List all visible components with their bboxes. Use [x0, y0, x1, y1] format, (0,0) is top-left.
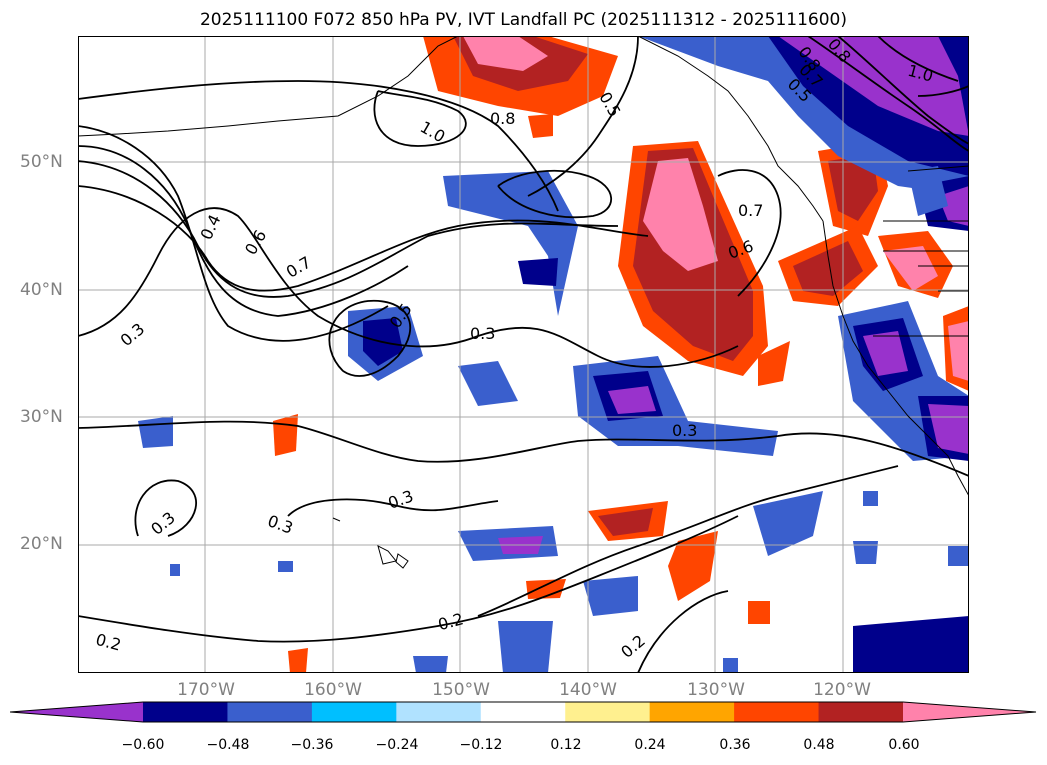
anomaly-fill: [463, 36, 548, 71]
anomaly-fill: [863, 331, 908, 376]
colorbar-tick-label: −0.36: [290, 737, 334, 753]
lon-label-140w: 140°W: [559, 680, 617, 700]
colorbar-segment: [903, 702, 1036, 722]
anomaly-fill: [443, 171, 578, 316]
contour-label: 0.3: [672, 421, 697, 440]
colorbar-segment: [565, 702, 651, 722]
anomaly-fill: [498, 621, 553, 673]
contour-label: 0.8: [490, 109, 515, 128]
lat-label-20: 20°N: [20, 534, 63, 554]
anomaly-fill: [608, 386, 656, 414]
pv-contours: [78, 36, 969, 673]
map-title: 2025111100 F072 850 hPa PV, IVT Landfall…: [199, 10, 847, 30]
colorbar-segment: [311, 702, 397, 722]
colorbar-segment: [649, 702, 735, 722]
lon-label-150w: 150°W: [432, 680, 490, 700]
colorbar-segment: [227, 702, 313, 722]
lon-label-130w: 130°W: [687, 680, 745, 700]
anomaly-fill: [758, 341, 790, 386]
anomaly-fill: [288, 648, 308, 673]
map-panel: 1.0 0.8 0.5 0.4 0.6 0.7 0.3 0.5 0.3 0.3 …: [78, 36, 969, 673]
anomaly-fill: [938, 186, 969, 226]
negative-anomaly-fills: [138, 36, 969, 673]
anomaly-fill: [753, 491, 823, 556]
colorbar-tick-label: 0.24: [634, 737, 666, 753]
colorbar-outline: [10, 701, 1037, 723]
lon-label-120w: 120°W: [813, 680, 871, 700]
colorbar: [10, 701, 1037, 723]
map-frame: [78, 36, 969, 673]
colorbar-tick-label: −0.60: [121, 737, 165, 753]
colorbar-segment: [10, 702, 143, 722]
anomaly-fill: [748, 601, 770, 624]
map-background: [78, 36, 969, 673]
anomaly-fill: [273, 414, 298, 456]
colorbar-segment: [143, 702, 228, 722]
anomaly-fill: [598, 508, 653, 536]
colorbar-segment: [818, 702, 904, 722]
colorbar-tick-label: 0.60: [888, 737, 920, 753]
anomaly-fill: [526, 579, 566, 599]
lon-label-160w: 160°W: [304, 680, 362, 700]
anomaly-fill: [278, 561, 293, 572]
anomaly-fill: [643, 158, 718, 271]
anomaly-fill: [138, 416, 173, 448]
colorbar-segments: [10, 702, 1036, 722]
anomaly-fill: [853, 541, 878, 564]
anomaly-fill: [948, 546, 969, 566]
anomaly-fill: [908, 166, 948, 216]
lat-label-50: 50°N: [20, 152, 63, 172]
contour-label: 0.3: [470, 324, 495, 343]
coastlines: [78, 36, 969, 569]
lat-label-40: 40°N: [20, 280, 63, 300]
colorbar-tick-label: 0.36: [719, 737, 751, 753]
anomaly-fill: [668, 531, 718, 601]
anomaly-fill: [723, 658, 738, 673]
colorbar-tick-label: −0.12: [459, 737, 503, 753]
anomaly-fill: [863, 491, 878, 506]
lon-label-170w: 170°W: [177, 680, 235, 700]
anomaly-fill: [793, 241, 863, 296]
colorbar-tick-label: 0.48: [803, 737, 835, 753]
contour-label: 0.7: [738, 201, 763, 220]
gridlines: [78, 36, 969, 673]
anomaly-fill: [853, 616, 969, 673]
colorbar-tick-label: −0.48: [206, 737, 250, 753]
anomaly-fill: [458, 361, 518, 406]
colorbar-segment: [396, 702, 482, 722]
colorbar-segment: [734, 702, 820, 722]
anomaly-fill: [828, 154, 878, 221]
anomaly-fill: [170, 564, 180, 576]
anomaly-fill: [583, 576, 638, 616]
colorbar-segment: [480, 702, 566, 722]
anomaly-fill: [883, 246, 938, 291]
lat-label-30: 30°N: [20, 407, 63, 427]
anomaly-fill: [518, 258, 558, 286]
colorbar-tick-label: −0.24: [375, 737, 419, 753]
anomaly-fill: [528, 114, 553, 138]
anomaly-fill: [413, 656, 448, 673]
colorbar-tick-label: 0.12: [550, 737, 582, 753]
